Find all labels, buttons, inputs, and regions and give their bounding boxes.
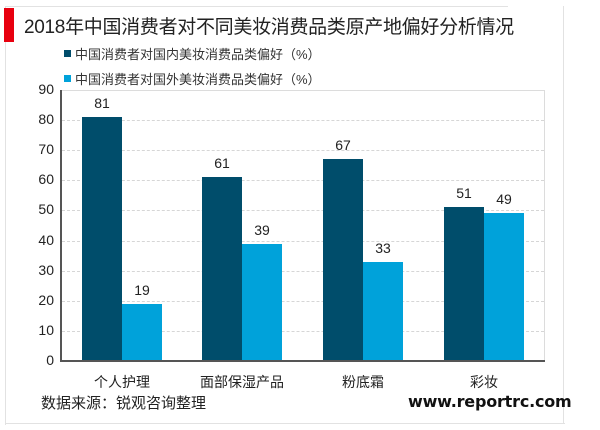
x-category-label: 粉底霜 <box>342 374 384 390</box>
x-category-label: 彩妆 <box>470 374 498 390</box>
y-tick-label: 10 <box>38 322 54 338</box>
title-accent-bar <box>4 8 14 42</box>
frame-border-right <box>563 6 564 424</box>
chart-frame <box>5 6 508 425</box>
chart-title: 2018年中国消费者对不同美妆消费品类原产地偏好分析情况 <box>24 17 514 38</box>
gridline <box>62 150 544 151</box>
legend-swatch-domestic <box>64 50 71 57</box>
bar-value-label: 67 <box>335 137 351 153</box>
y-axis <box>60 90 62 362</box>
bar-value-label: 51 <box>456 185 472 201</box>
gridline <box>62 120 544 121</box>
y-tick-label: 70 <box>38 141 54 157</box>
y-tick-label: 30 <box>38 262 54 278</box>
bar-foreign <box>363 262 403 361</box>
bar-value-label: 33 <box>375 240 391 256</box>
y-tick-label: 90 <box>38 81 54 97</box>
legend-label-domestic: 中国消费者对国内美妆消费品类偏好（%） <box>75 47 321 62</box>
bar-value-label: 81 <box>94 95 110 111</box>
bar-domestic <box>202 177 242 361</box>
x-category-label: 面部保湿产品 <box>200 374 284 390</box>
bar-value-label: 39 <box>254 222 270 238</box>
y-tick-label: 50 <box>38 201 54 217</box>
gridline <box>62 210 544 211</box>
bar-foreign <box>484 213 524 361</box>
y-tick-label: 0 <box>46 352 54 368</box>
bar-domestic <box>323 159 363 361</box>
frame-border-bottom <box>5 423 565 424</box>
bar-domestic <box>444 207 484 361</box>
gridline <box>62 331 544 332</box>
gridline <box>62 301 544 302</box>
legend-swatch-foreign <box>64 75 71 82</box>
bar-foreign <box>242 244 282 361</box>
data-source-note: 数据来源：锐观咨询整理 <box>41 395 207 412</box>
gridline <box>62 241 544 242</box>
gridline <box>62 180 544 181</box>
y-tick-label: 60 <box>38 171 54 187</box>
bar-value-label: 61 <box>214 155 230 171</box>
legend-item-domestic: 中国消费者对国内美妆消费品类偏好（%） <box>64 44 321 63</box>
y-tick-label: 20 <box>38 292 54 308</box>
legend-label-foreign: 中国消费者对国外美妆消费品类偏好（%） <box>75 72 321 87</box>
y-tick-label: 40 <box>38 232 54 248</box>
bar-value-label: 19 <box>134 282 150 298</box>
y-tick-label: 80 <box>38 111 54 127</box>
x-axis <box>60 360 545 362</box>
bar-value-label: 49 <box>496 191 512 207</box>
bar-domestic <box>82 117 122 361</box>
bar-foreign <box>122 304 162 361</box>
legend-item-foreign: 中国消费者对国外美妆消费品类偏好（%） <box>64 69 321 88</box>
x-category-label: 个人护理 <box>94 374 150 390</box>
watermark: www.reportrc.com <box>408 392 572 411</box>
gridline <box>62 271 544 272</box>
